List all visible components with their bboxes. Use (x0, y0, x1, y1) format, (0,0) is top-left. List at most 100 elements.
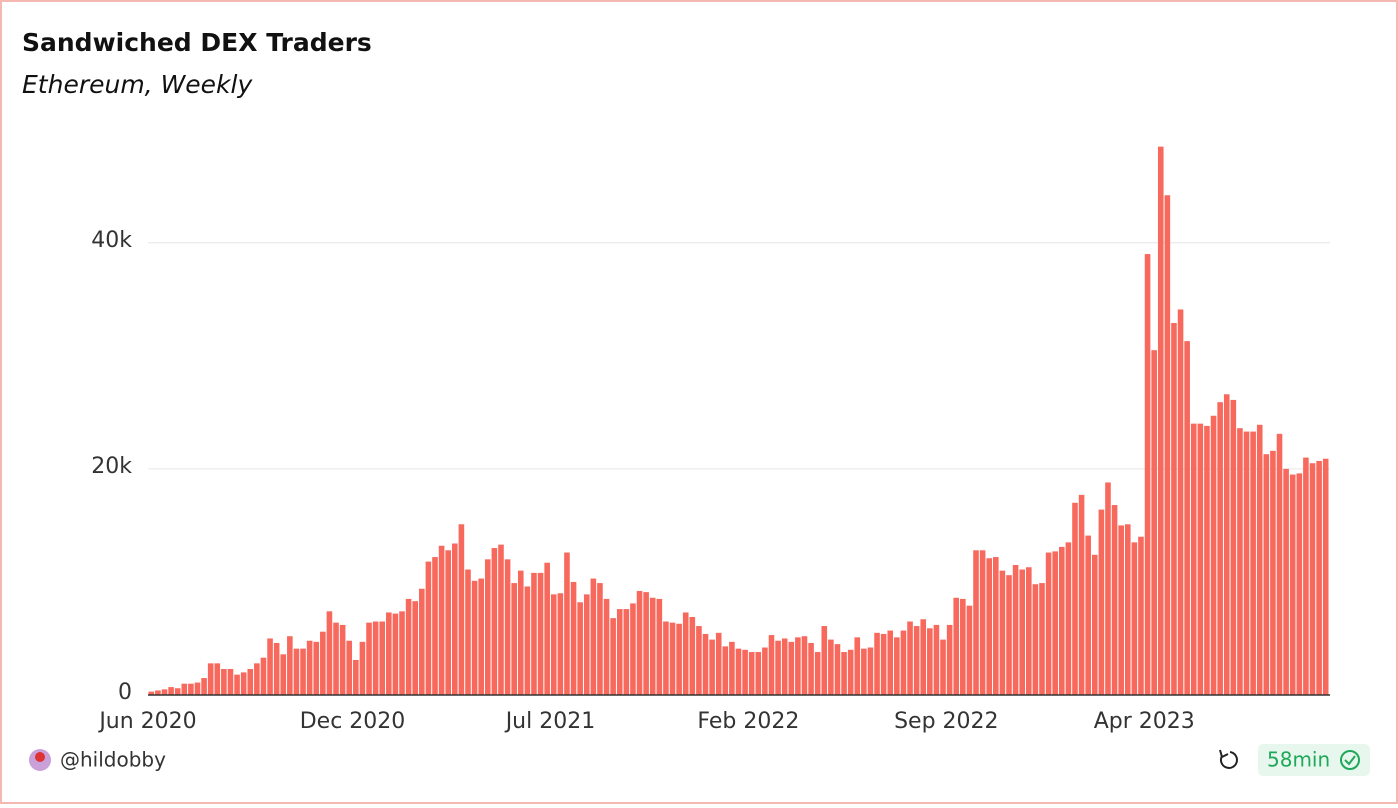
bar (1210, 415, 1217, 695)
bar (273, 642, 280, 695)
bar (583, 594, 590, 695)
bar (907, 621, 913, 695)
bar (847, 649, 854, 695)
bar (1045, 552, 1052, 695)
bar (392, 613, 399, 695)
bar (781, 638, 788, 695)
bar (326, 611, 333, 695)
bar (1190, 423, 1197, 695)
bar (438, 545, 445, 695)
bar (188, 683, 194, 695)
bar (1303, 457, 1309, 695)
bar (636, 590, 643, 695)
bar (1058, 546, 1065, 695)
bar (1283, 468, 1289, 695)
bar (1263, 454, 1270, 695)
bar (1223, 394, 1230, 695)
bar (874, 632, 880, 695)
bar (597, 583, 603, 695)
bar (841, 652, 847, 695)
bar (933, 624, 940, 695)
x-tick-label: Feb 2022 (697, 709, 799, 734)
x-tick-label: Dec 2020 (300, 709, 406, 734)
bar (979, 550, 986, 695)
bar (451, 543, 458, 695)
y-tick-label: 40k (91, 228, 132, 253)
chart-title: Sandwiched DEX Traders (22, 28, 372, 57)
bar (748, 652, 755, 695)
bar (623, 609, 630, 695)
bar (504, 559, 511, 695)
bar (425, 561, 432, 695)
bar (682, 612, 689, 695)
refresh-icon[interactable] (1219, 749, 1238, 769)
bar (920, 619, 927, 695)
bar (973, 550, 979, 695)
bar (478, 578, 484, 695)
bar (1131, 542, 1138, 695)
bar (537, 572, 544, 695)
avatar-face (35, 752, 45, 762)
bar (828, 639, 834, 695)
bar (1012, 564, 1019, 695)
bar (722, 646, 729, 695)
bar (399, 611, 405, 695)
bar (762, 647, 768, 695)
bar (1124, 524, 1131, 695)
bar (1138, 536, 1144, 695)
bar (267, 638, 273, 695)
x-tick-label: Apr 2023 (1094, 709, 1195, 734)
bar (498, 544, 504, 695)
bar (1144, 254, 1151, 695)
bar (1309, 463, 1316, 695)
bar (788, 641, 795, 695)
bar (715, 632, 722, 695)
bar (1164, 195, 1171, 695)
bar (1270, 450, 1276, 695)
bar (676, 623, 682, 695)
bar (1217, 402, 1223, 695)
bar (1026, 567, 1032, 695)
bar (1197, 423, 1204, 695)
bar (260, 657, 267, 695)
bar (168, 687, 174, 695)
bar (1065, 542, 1072, 695)
bar (247, 668, 254, 695)
bar (445, 550, 451, 695)
bar (649, 597, 656, 695)
bar (795, 637, 801, 695)
bar (669, 622, 676, 695)
author[interactable]: @hildobby (60, 748, 166, 772)
bar (280, 654, 287, 695)
bar (1085, 535, 1091, 695)
bar (940, 639, 946, 695)
bar (320, 631, 326, 695)
bar (465, 569, 471, 695)
y-tick-label: 20k (91, 454, 132, 479)
bar (1072, 502, 1078, 695)
bar (709, 639, 715, 695)
bar (729, 641, 735, 695)
bar (531, 572, 537, 695)
bar (1171, 323, 1177, 695)
bar (1157, 146, 1164, 695)
bar (801, 636, 808, 695)
bar (1078, 494, 1085, 695)
bar (755, 652, 762, 695)
bar (993, 557, 999, 695)
bar (432, 557, 438, 695)
bar (1105, 482, 1111, 695)
bar (564, 552, 570, 695)
bar (412, 601, 419, 695)
bar (953, 597, 960, 695)
bar (702, 633, 709, 695)
bar (287, 636, 293, 695)
bar (1289, 474, 1296, 695)
bar (1322, 458, 1329, 695)
bar (1177, 309, 1184, 695)
chart-subtitle: Ethereum, Weekly (22, 70, 253, 99)
bar (867, 647, 874, 695)
bar (643, 592, 649, 695)
bar (346, 640, 353, 695)
bar (603, 598, 610, 695)
